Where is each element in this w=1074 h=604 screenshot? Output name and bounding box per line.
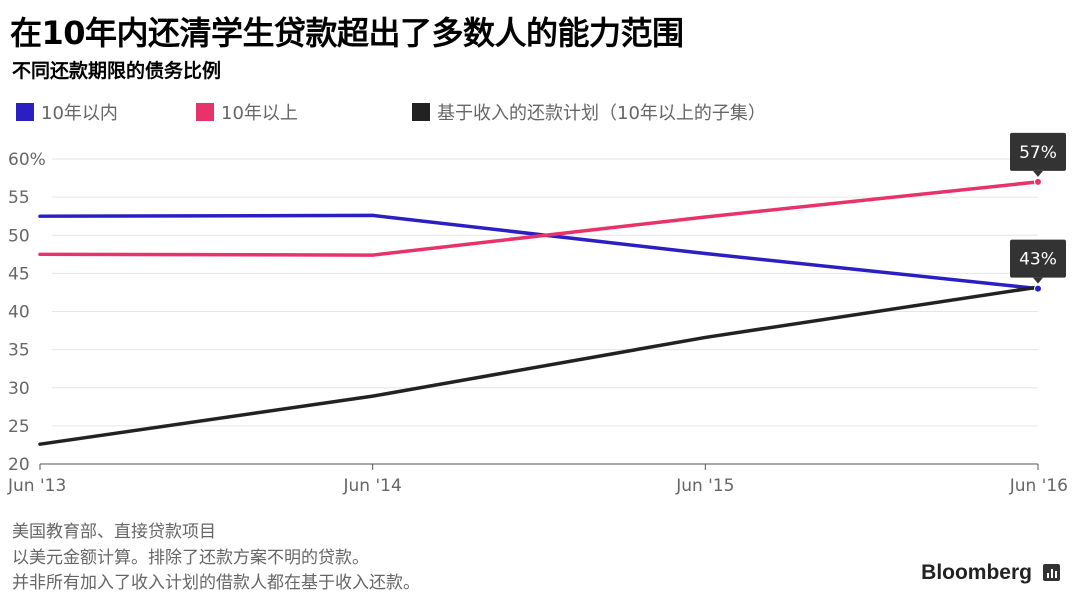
legend-item-over-10: 10年以上 [196,99,298,125]
annotation-label: 43% [1019,250,1057,270]
annotation-pointer [1033,170,1043,177]
series-line [38,285,1040,446]
series-line [38,213,1040,291]
x-tick-label: Jun '15 [675,476,734,496]
annotation-label: 57% [1019,143,1057,163]
y-tick-label: 35 [8,341,30,361]
legend-label: 10年以内 [41,103,118,124]
source-note: 并非所有加入了收入计划的借款人都在基于收入还款。 [12,573,420,593]
legend-swatch [412,103,430,121]
legend-label: 10年以上 [221,103,298,124]
legend-label: 基于收入的还款计划（10年以上的子集） [437,103,766,124]
x-tick-label: Jun '13 [7,476,66,496]
x-tick-label: Jun '16 [1009,476,1068,496]
end-point [1034,284,1042,293]
annotation-box [1010,132,1066,171]
annotation-box [1010,239,1066,278]
chart-title: 在10年内还清学生贷款超出了多数人的能力范围 [10,14,684,52]
legend-item-income-based: 基于收入的还款计划（10年以上的子集） [412,99,766,125]
bloomberg-logo: Bloomberg [921,561,1032,584]
y-tick-label: 25 [8,417,30,437]
y-tick-label: 50 [8,226,30,246]
end-point [1034,177,1042,186]
y-tick-label: 45 [8,264,30,284]
y-tick-label: 30 [8,379,30,399]
y-tick-label: 55 [8,188,30,208]
legend-item-under-10: 10年以内 [16,99,118,125]
source-notes: 美国教育部、直接贷款项目 以美元金额计算。排除了还款方案不明的贷款。 并非所有加… [12,520,420,597]
chart-icon [1043,564,1060,581]
x-tick-label: Jun '14 [343,476,402,496]
source-note: 美国教育部、直接贷款项目 [12,522,216,542]
chart-subtitle: 不同还款期限的债务比例 [12,60,222,82]
legend-swatch [16,103,34,121]
legend-swatch [196,103,214,121]
y-tick-label: 40 [8,303,30,323]
y-tick-label: 60% [8,150,46,170]
source-note: 以美元金额计算。排除了还款方案不明的贷款。 [12,547,369,568]
series-line [38,180,1040,257]
annotation-pointer [1033,277,1043,284]
y-tick-label: 20 [8,455,30,475]
